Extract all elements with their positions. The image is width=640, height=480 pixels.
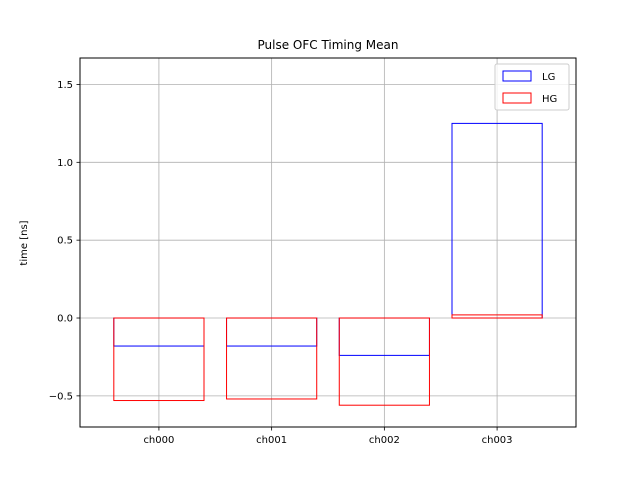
legend-swatch-hg xyxy=(502,92,532,104)
bar-hg-ch002 xyxy=(338,317,430,406)
chart-title: Pulse OFC Timing Mean xyxy=(257,38,398,52)
legend: LG HG xyxy=(494,63,570,111)
x-tick-label: ch001 xyxy=(256,435,287,446)
x-tick-label: ch003 xyxy=(482,435,513,446)
legend-label-lg: LG xyxy=(542,72,555,83)
x-tick-label: ch002 xyxy=(369,435,400,446)
x-ticks: ch000 ch001 ch002 ch003 xyxy=(143,427,513,446)
y-tick-label: 0.5 xyxy=(57,236,73,247)
legend-label-hg: HG xyxy=(542,94,557,105)
legend-swatch-lg xyxy=(502,70,532,82)
bar-hg-ch003 xyxy=(451,314,543,319)
legend-box xyxy=(494,63,570,111)
y-axis-label: time [ns] xyxy=(19,220,30,265)
y-tick-label: 1.0 xyxy=(57,158,73,169)
bars xyxy=(113,122,543,406)
bar-hg-ch001 xyxy=(226,317,318,400)
x-tick-label: ch000 xyxy=(143,435,174,446)
y-tick-label: 0.0 xyxy=(57,314,73,325)
y-tick-label: −0.5 xyxy=(49,391,73,402)
plot-frame xyxy=(79,57,577,428)
y-ticks: −0.5 0.0 0.5 1.0 1.5 xyxy=(49,80,80,402)
y-tick-label: 1.5 xyxy=(57,80,73,91)
bar-hg-ch000 xyxy=(113,317,205,402)
grid xyxy=(80,58,576,427)
